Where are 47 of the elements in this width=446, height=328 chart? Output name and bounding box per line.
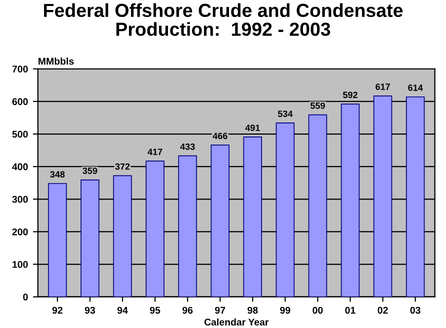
x-axis-title: Calendar Year	[204, 318, 269, 326]
y-tick-label: 300	[12, 196, 28, 203]
x-tick-label: 92	[52, 306, 62, 314]
data-label: 348	[50, 171, 65, 178]
x-tick-label: 02	[378, 306, 388, 314]
x-tick-label: 93	[84, 306, 96, 314]
bar	[340, 104, 360, 297]
x-tick-label: 99	[280, 306, 290, 314]
y-axis-title: MMbbls	[38, 58, 74, 65]
y-tick-label: 100	[12, 261, 28, 268]
bar	[373, 95, 392, 297]
y-tick-label: 700	[12, 66, 28, 72]
bar	[80, 180, 100, 297]
x-tick-label: 01	[345, 306, 356, 314]
data-label: 614	[408, 84, 423, 91]
bar	[210, 144, 230, 297]
x-tick-label: 97	[215, 306, 226, 314]
bar	[308, 114, 328, 297]
data-label: 359	[82, 168, 98, 174]
x-tick-label: 00	[312, 306, 323, 314]
x-tick-label: 95	[150, 306, 160, 314]
data-label: 466	[212, 132, 228, 140]
bar	[146, 160, 164, 297]
data-label: 417	[148, 148, 162, 155]
bar	[276, 122, 295, 297]
data-label: 559	[310, 102, 325, 109]
x-tick-label: 94	[117, 306, 128, 314]
y-tick-label: 0	[23, 294, 28, 300]
data-label: 372	[115, 163, 130, 170]
bar	[406, 96, 425, 297]
x-tick-label: 98	[248, 306, 258, 314]
y-tick-label: 600	[12, 98, 28, 106]
bar	[48, 183, 67, 297]
y-tick-label: 400	[12, 163, 28, 170]
data-label: 433	[180, 143, 195, 150]
bar	[243, 136, 262, 297]
x-tick-label: 96	[182, 306, 193, 314]
bar	[113, 175, 132, 297]
x-tick-label: 03	[410, 306, 420, 314]
data-label: 617	[376, 84, 390, 90]
data-label: 592	[343, 92, 358, 98]
y-tick-label: 200	[12, 228, 28, 236]
y-tick-label: 500	[12, 130, 28, 138]
data-label: 491	[245, 124, 260, 131]
chart-title: Federal Offshore Crude and Condensate Production: 1992 - 2003	[44, 3, 403, 36]
data-label: 534	[278, 110, 293, 117]
bar	[178, 155, 197, 297]
